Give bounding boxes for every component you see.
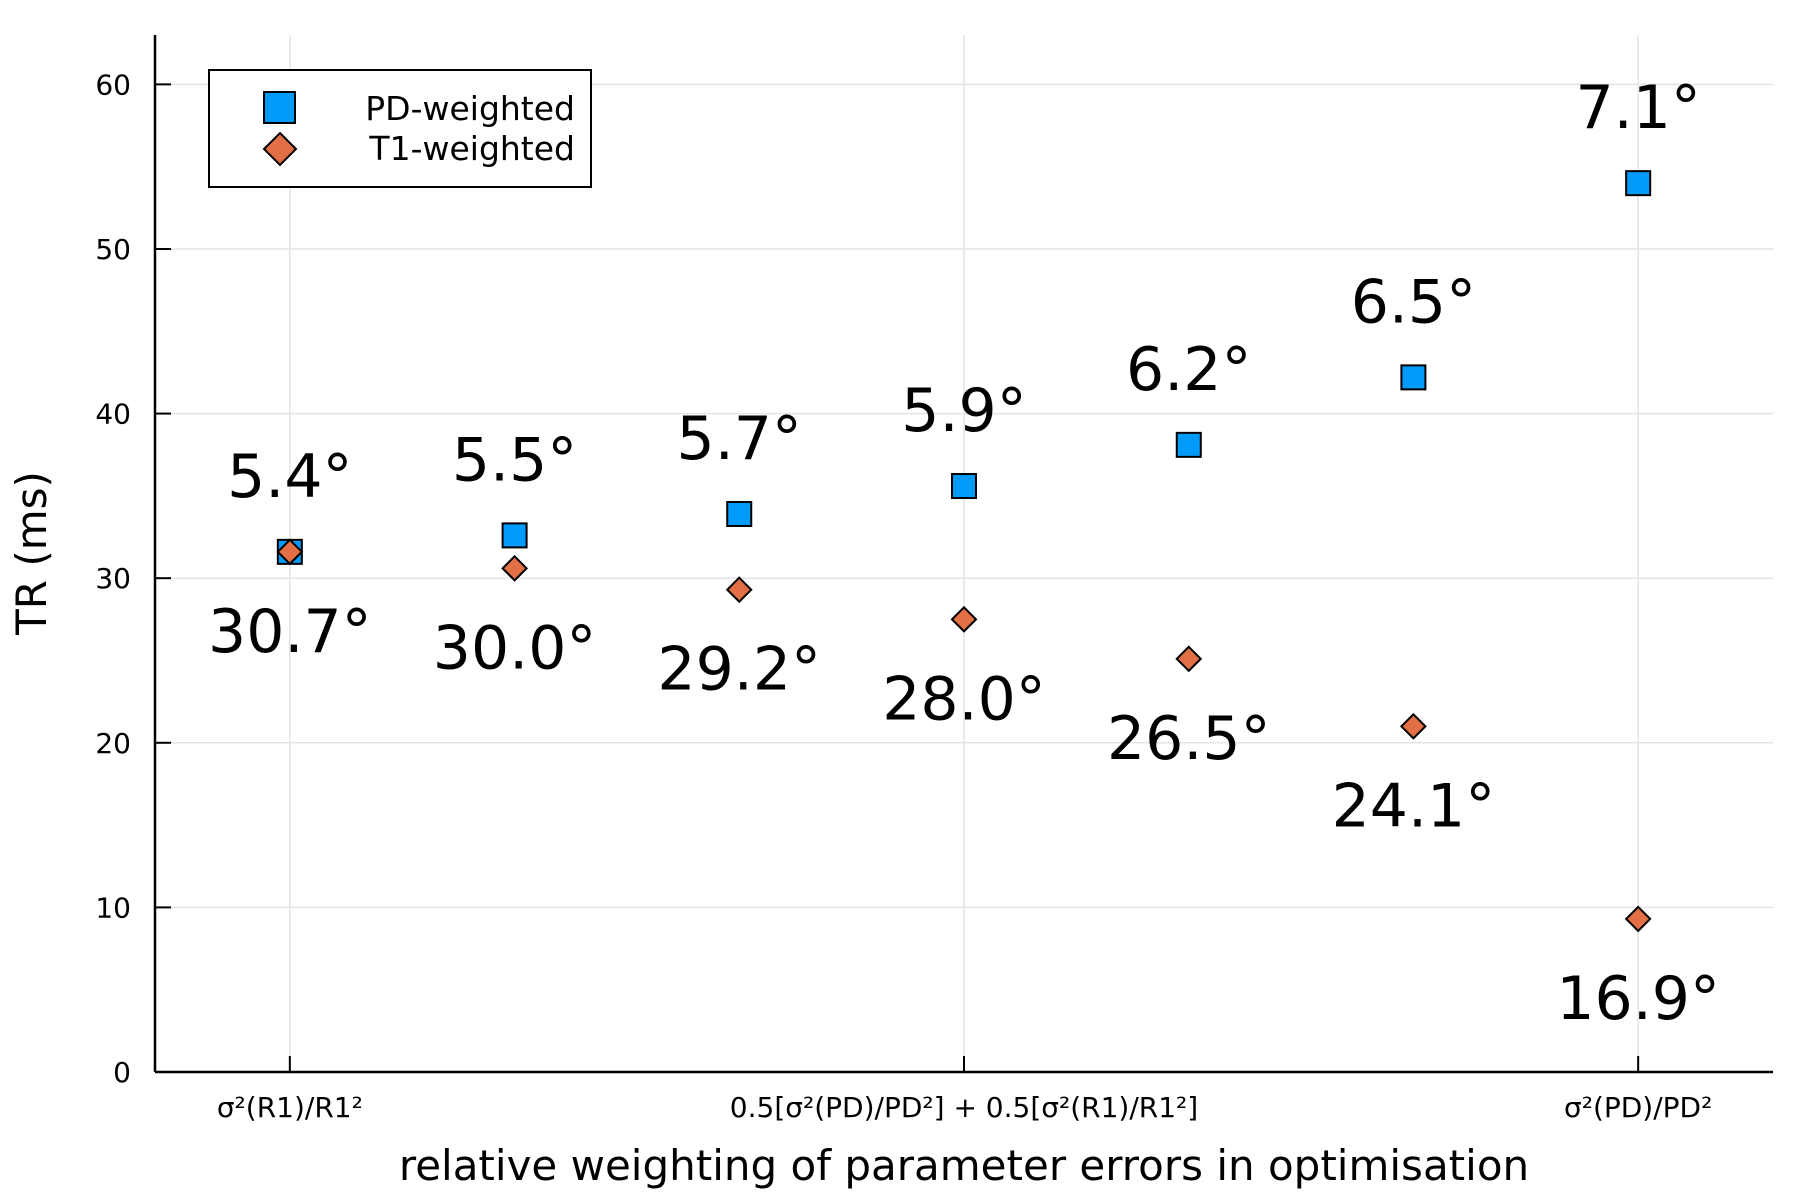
- t1-weighted-point: [950, 605, 978, 633]
- t1-angle-label: 29.2°: [657, 635, 821, 705]
- pd-weighted-point: [1400, 364, 1427, 391]
- y-tick-label: 10: [95, 891, 131, 924]
- legend-diamond-icon: [262, 131, 298, 167]
- t1-angle-label: 30.0°: [433, 613, 597, 683]
- x-tick-label: 0.5[σ²(PD)/PD²] + 0.5[σ²(R1)/R1²]: [730, 1091, 1198, 1124]
- legend-label-pd-weighted: PD-weighted: [365, 89, 575, 128]
- t1-angle-label: 26.5°: [1107, 704, 1271, 774]
- pd-angle-label: 6.2°: [1126, 335, 1251, 405]
- pd-angle-label: 5.7°: [677, 404, 802, 474]
- legend-box: [208, 69, 592, 188]
- pd-weighted-point: [1175, 431, 1202, 458]
- pd-angle-label: 6.5°: [1351, 267, 1476, 337]
- pd-weighted-point: [726, 500, 753, 527]
- y-tick-label: 50: [95, 233, 131, 266]
- pd-angle-label: 5.4°: [227, 442, 352, 512]
- t1-angle-label: 28.0°: [882, 664, 1046, 734]
- y-tick-label: 40: [95, 398, 131, 431]
- legend-label-t1-weighted: T1-weighted: [368, 129, 575, 168]
- pd-weighted-point: [501, 522, 528, 549]
- y-axis-title: TR (ms): [7, 471, 56, 636]
- tick-labels: 0 10 20 30 40 50 60 σ²(R1)/R1² 0.5[σ²(PD)/PD²] +…: [95, 68, 1712, 1124]
- x-axis-title: relative weighting of parameter errors i…: [399, 1141, 1529, 1190]
- pd-weighted-point: [1625, 170, 1652, 197]
- legend: PD-weighted T1-weighted: [208, 69, 592, 188]
- t1-weighted-point: [501, 554, 529, 582]
- t1-angle-label: 16.9°: [1556, 964, 1720, 1034]
- t1-angle-label: 30.7°: [208, 597, 372, 667]
- y-tick-label: 30: [95, 562, 131, 595]
- pd-angle-label: 5.5°: [452, 425, 577, 495]
- t1-weighted-point: [276, 538, 304, 566]
- data-points: [276, 170, 1652, 933]
- x-tick-label: σ²(R1)/R1²: [217, 1091, 363, 1124]
- legend-square-icon: [263, 91, 296, 124]
- t1-weighted-point: [1624, 905, 1652, 933]
- x-tick-label: σ²(PD)/PD²: [1564, 1091, 1712, 1124]
- t1-weighted-point: [1175, 645, 1203, 673]
- pd-weighted-point: [951, 473, 977, 500]
- pd-angle-label: 7.1°: [1575, 73, 1700, 143]
- y-tick-label: 20: [95, 727, 131, 760]
- t1-angle-label: 24.1°: [1332, 771, 1496, 841]
- point-annotations: 5.4° 5.5° 5.7° 5.9° 6.2° 6.5° 7.1° 30.7° 30.0° 29…: [208, 73, 1720, 1034]
- y-tick-label: 0: [113, 1056, 131, 1089]
- grid: [155, 35, 1773, 1073]
- y-tick-label: 60: [95, 68, 131, 101]
- pd-angle-label: 5.9°: [901, 376, 1026, 446]
- t1-weighted-point: [725, 576, 753, 604]
- t1-weighted-point: [1399, 712, 1427, 740]
